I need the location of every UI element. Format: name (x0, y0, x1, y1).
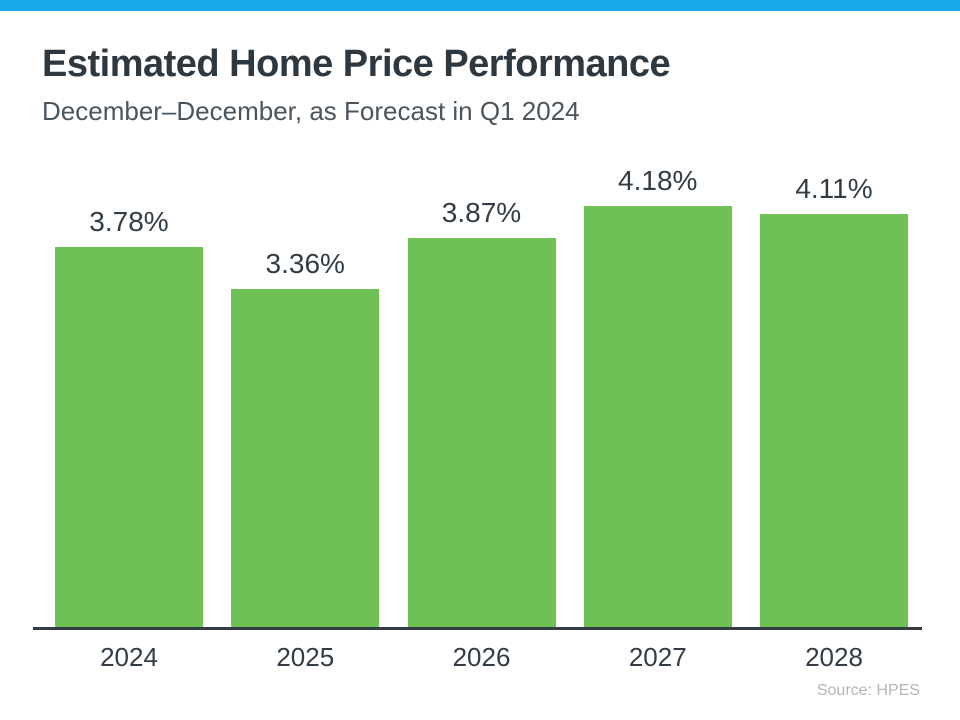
x-axis-label-2026: 2026 (452, 642, 511, 672)
x-axis-label-2028: 2028 (805, 642, 863, 672)
x-axis-line (33, 627, 922, 630)
bar-2027 (583, 206, 732, 627)
page-title: Estimated Home Price Performance (42, 43, 671, 85)
bar-2028 (760, 214, 908, 627)
top-accent-bar (0, 0, 960, 11)
source-caption: Source: HPES (816, 682, 920, 699)
x-axis-label-2025: 2025 (276, 642, 335, 672)
x-axis-label-2024: 2024 (100, 642, 158, 672)
bar-column-2025: 3.36% (231, 248, 380, 627)
x-axis-label-2027: 2027 (628, 642, 687, 672)
page-subtitle: December–December, as Forecast in Q1 202… (42, 96, 580, 126)
bar-value-label-2025: 3.36% (265, 248, 345, 280)
x-axis-labels: 2024 2025 2026 2027 2028 (55, 642, 908, 673)
bar-value-label-2027: 4.18% (618, 165, 698, 197)
bar-value-label-2026: 3.87% (441, 197, 522, 229)
bar-value-label-2024: 3.78% (89, 206, 169, 238)
bar-column-2026: 3.87% (407, 197, 556, 627)
bar-column-2028: 4.11% (760, 173, 908, 627)
bar-2024 (55, 247, 203, 627)
chart-columns: 3.78% 3.36% 3.87% 4.18% 4.11% (55, 160, 908, 627)
bar-2026 (407, 238, 556, 627)
bar-value-label-2028: 4.11% (795, 173, 873, 205)
bar-column-2027: 4.18% (583, 165, 732, 627)
bar-2025 (231, 289, 380, 627)
bar-column-2024: 3.78% (55, 206, 203, 627)
